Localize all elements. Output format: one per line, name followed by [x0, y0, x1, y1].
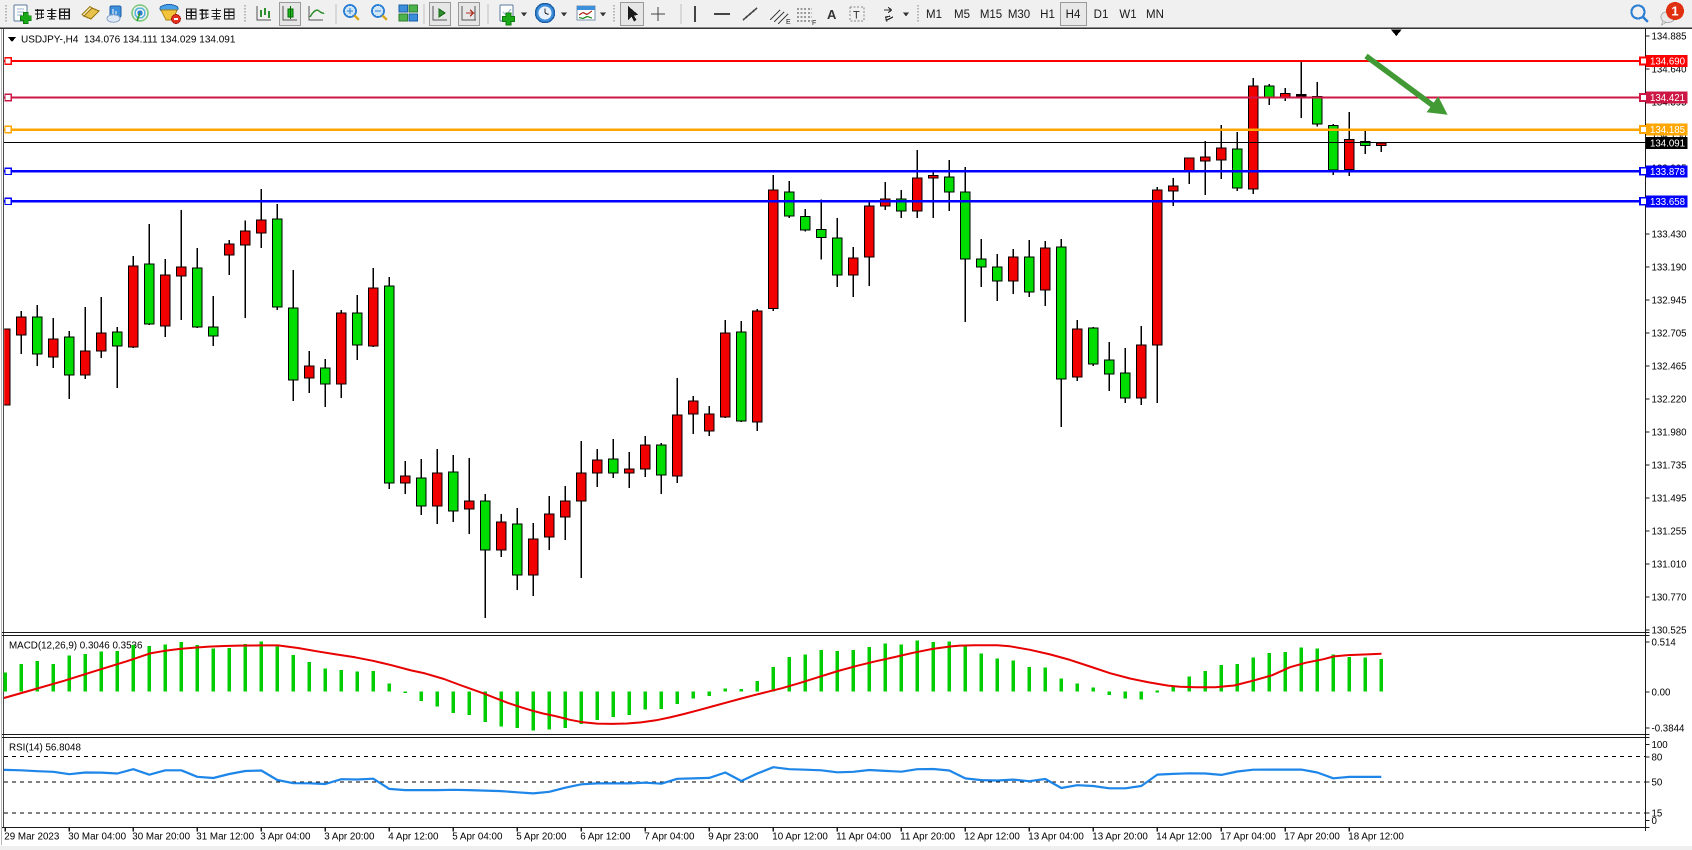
svg-text:MACD(12,26,9) 0.3046 0.3536: MACD(12,26,9) 0.3046 0.3536	[9, 641, 143, 652]
svg-text:17 Apr 04:00: 17 Apr 04:00	[1220, 832, 1276, 843]
svg-text:3 Apr 20:00: 3 Apr 20:00	[324, 832, 375, 843]
svg-text:A: A	[827, 7, 837, 22]
svg-text:5 Apr 20:00: 5 Apr 20:00	[516, 832, 567, 843]
svg-text:H4: H4	[1066, 9, 1081, 21]
svg-text:M5: M5	[954, 9, 970, 21]
svg-text:18 Apr 12:00: 18 Apr 12:00	[1348, 832, 1404, 843]
svg-text:11 Apr 04:00: 11 Apr 04:00	[836, 832, 891, 843]
svg-text:W1: W1	[1119, 9, 1136, 21]
svg-text:131.735: 131.735	[1652, 461, 1687, 472]
svg-text:133.878: 133.878	[1650, 167, 1685, 178]
svg-text:134.150: 134.150	[1652, 131, 1688, 142]
svg-text:14 Apr 12:00: 14 Apr 12:00	[1156, 832, 1212, 843]
svg-text:F: F	[812, 20, 816, 27]
svg-text:131.255: 131.255	[1652, 527, 1687, 538]
svg-text:0: 0	[1652, 816, 1658, 827]
svg-text:132.705: 132.705	[1652, 329, 1687, 340]
svg-text:11 Apr 20:00: 11 Apr 20:00	[900, 832, 955, 843]
svg-text:29 Mar 2023: 29 Mar 2023	[4, 832, 60, 843]
svg-text:130.770: 130.770	[1652, 593, 1688, 604]
svg-text:D1: D1	[1094, 9, 1109, 21]
svg-text:134.091: 134.091	[1650, 139, 1685, 150]
svg-text:5 Apr 04:00: 5 Apr 04:00	[452, 832, 503, 843]
svg-text:12 Apr 12:00: 12 Apr 12:00	[964, 832, 1020, 843]
svg-text:132.220: 132.220	[1652, 395, 1688, 406]
svg-text:17 Apr 20:00: 17 Apr 20:00	[1284, 832, 1340, 843]
svg-text:USDJPY-,H4 134.076 134.111 13: USDJPY-,H4 134.076 134.111 134.029 134.0…	[21, 35, 236, 46]
svg-text:3 Apr 04:00: 3 Apr 04:00	[260, 832, 311, 843]
svg-text:132.945: 132.945	[1652, 296, 1687, 307]
svg-text:15: 15	[1652, 809, 1663, 820]
svg-text:31 Mar 12:00: 31 Mar 12:00	[196, 832, 254, 843]
svg-text:30 Mar 20:00: 30 Mar 20:00	[132, 832, 190, 843]
svg-text:M1: M1	[926, 9, 942, 21]
svg-text:134.185: 134.185	[1650, 125, 1685, 136]
svg-text:134.690: 134.690	[1650, 57, 1686, 68]
svg-text:MN: MN	[1146, 9, 1164, 21]
svg-text:M15: M15	[980, 9, 1002, 21]
svg-text:131.010: 131.010	[1652, 560, 1688, 571]
svg-text:131.495: 131.495	[1652, 494, 1687, 505]
svg-text:H1: H1	[1040, 9, 1055, 21]
svg-text:130.525: 130.525	[1652, 626, 1687, 637]
svg-text:133.658: 133.658	[1650, 197, 1685, 208]
svg-text:30 Mar 04:00: 30 Mar 04:00	[68, 832, 126, 843]
svg-text:80: 80	[1652, 753, 1663, 764]
svg-text:134.885: 134.885	[1652, 32, 1687, 43]
svg-text:RSI(14) 56.8048: RSI(14) 56.8048	[9, 743, 81, 754]
svg-text:100: 100	[1652, 740, 1669, 751]
svg-text:M30: M30	[1008, 9, 1030, 21]
svg-text:4 Apr 12:00: 4 Apr 12:00	[388, 832, 439, 843]
svg-text:131.980: 131.980	[1652, 428, 1688, 439]
svg-text:E: E	[786, 19, 791, 26]
svg-text:0.00: 0.00	[1652, 688, 1671, 699]
svg-text:6 Apr 12:00: 6 Apr 12:00	[580, 832, 631, 843]
svg-text:T: T	[853, 10, 860, 22]
svg-text:0.514: 0.514	[1652, 638, 1677, 649]
svg-text:132.465: 132.465	[1652, 362, 1687, 373]
svg-text:10 Apr 12:00: 10 Apr 12:00	[772, 832, 828, 843]
svg-text:133.190: 133.190	[1652, 263, 1688, 274]
svg-text:133.430: 133.430	[1652, 230, 1688, 241]
svg-text:-0.3844: -0.3844	[1652, 724, 1685, 735]
svg-text:13 Apr 20:00: 13 Apr 20:00	[1092, 832, 1148, 843]
svg-text:1: 1	[1671, 4, 1678, 19]
svg-text:13 Apr 04:00: 13 Apr 04:00	[1028, 832, 1084, 843]
svg-text:7 Apr 04:00: 7 Apr 04:00	[644, 832, 695, 843]
svg-text:9 Apr 23:00: 9 Apr 23:00	[708, 832, 759, 843]
svg-text:134.421: 134.421	[1650, 93, 1685, 104]
svg-text:50: 50	[1652, 778, 1663, 789]
svg-text:134.640: 134.640	[1652, 65, 1688, 76]
